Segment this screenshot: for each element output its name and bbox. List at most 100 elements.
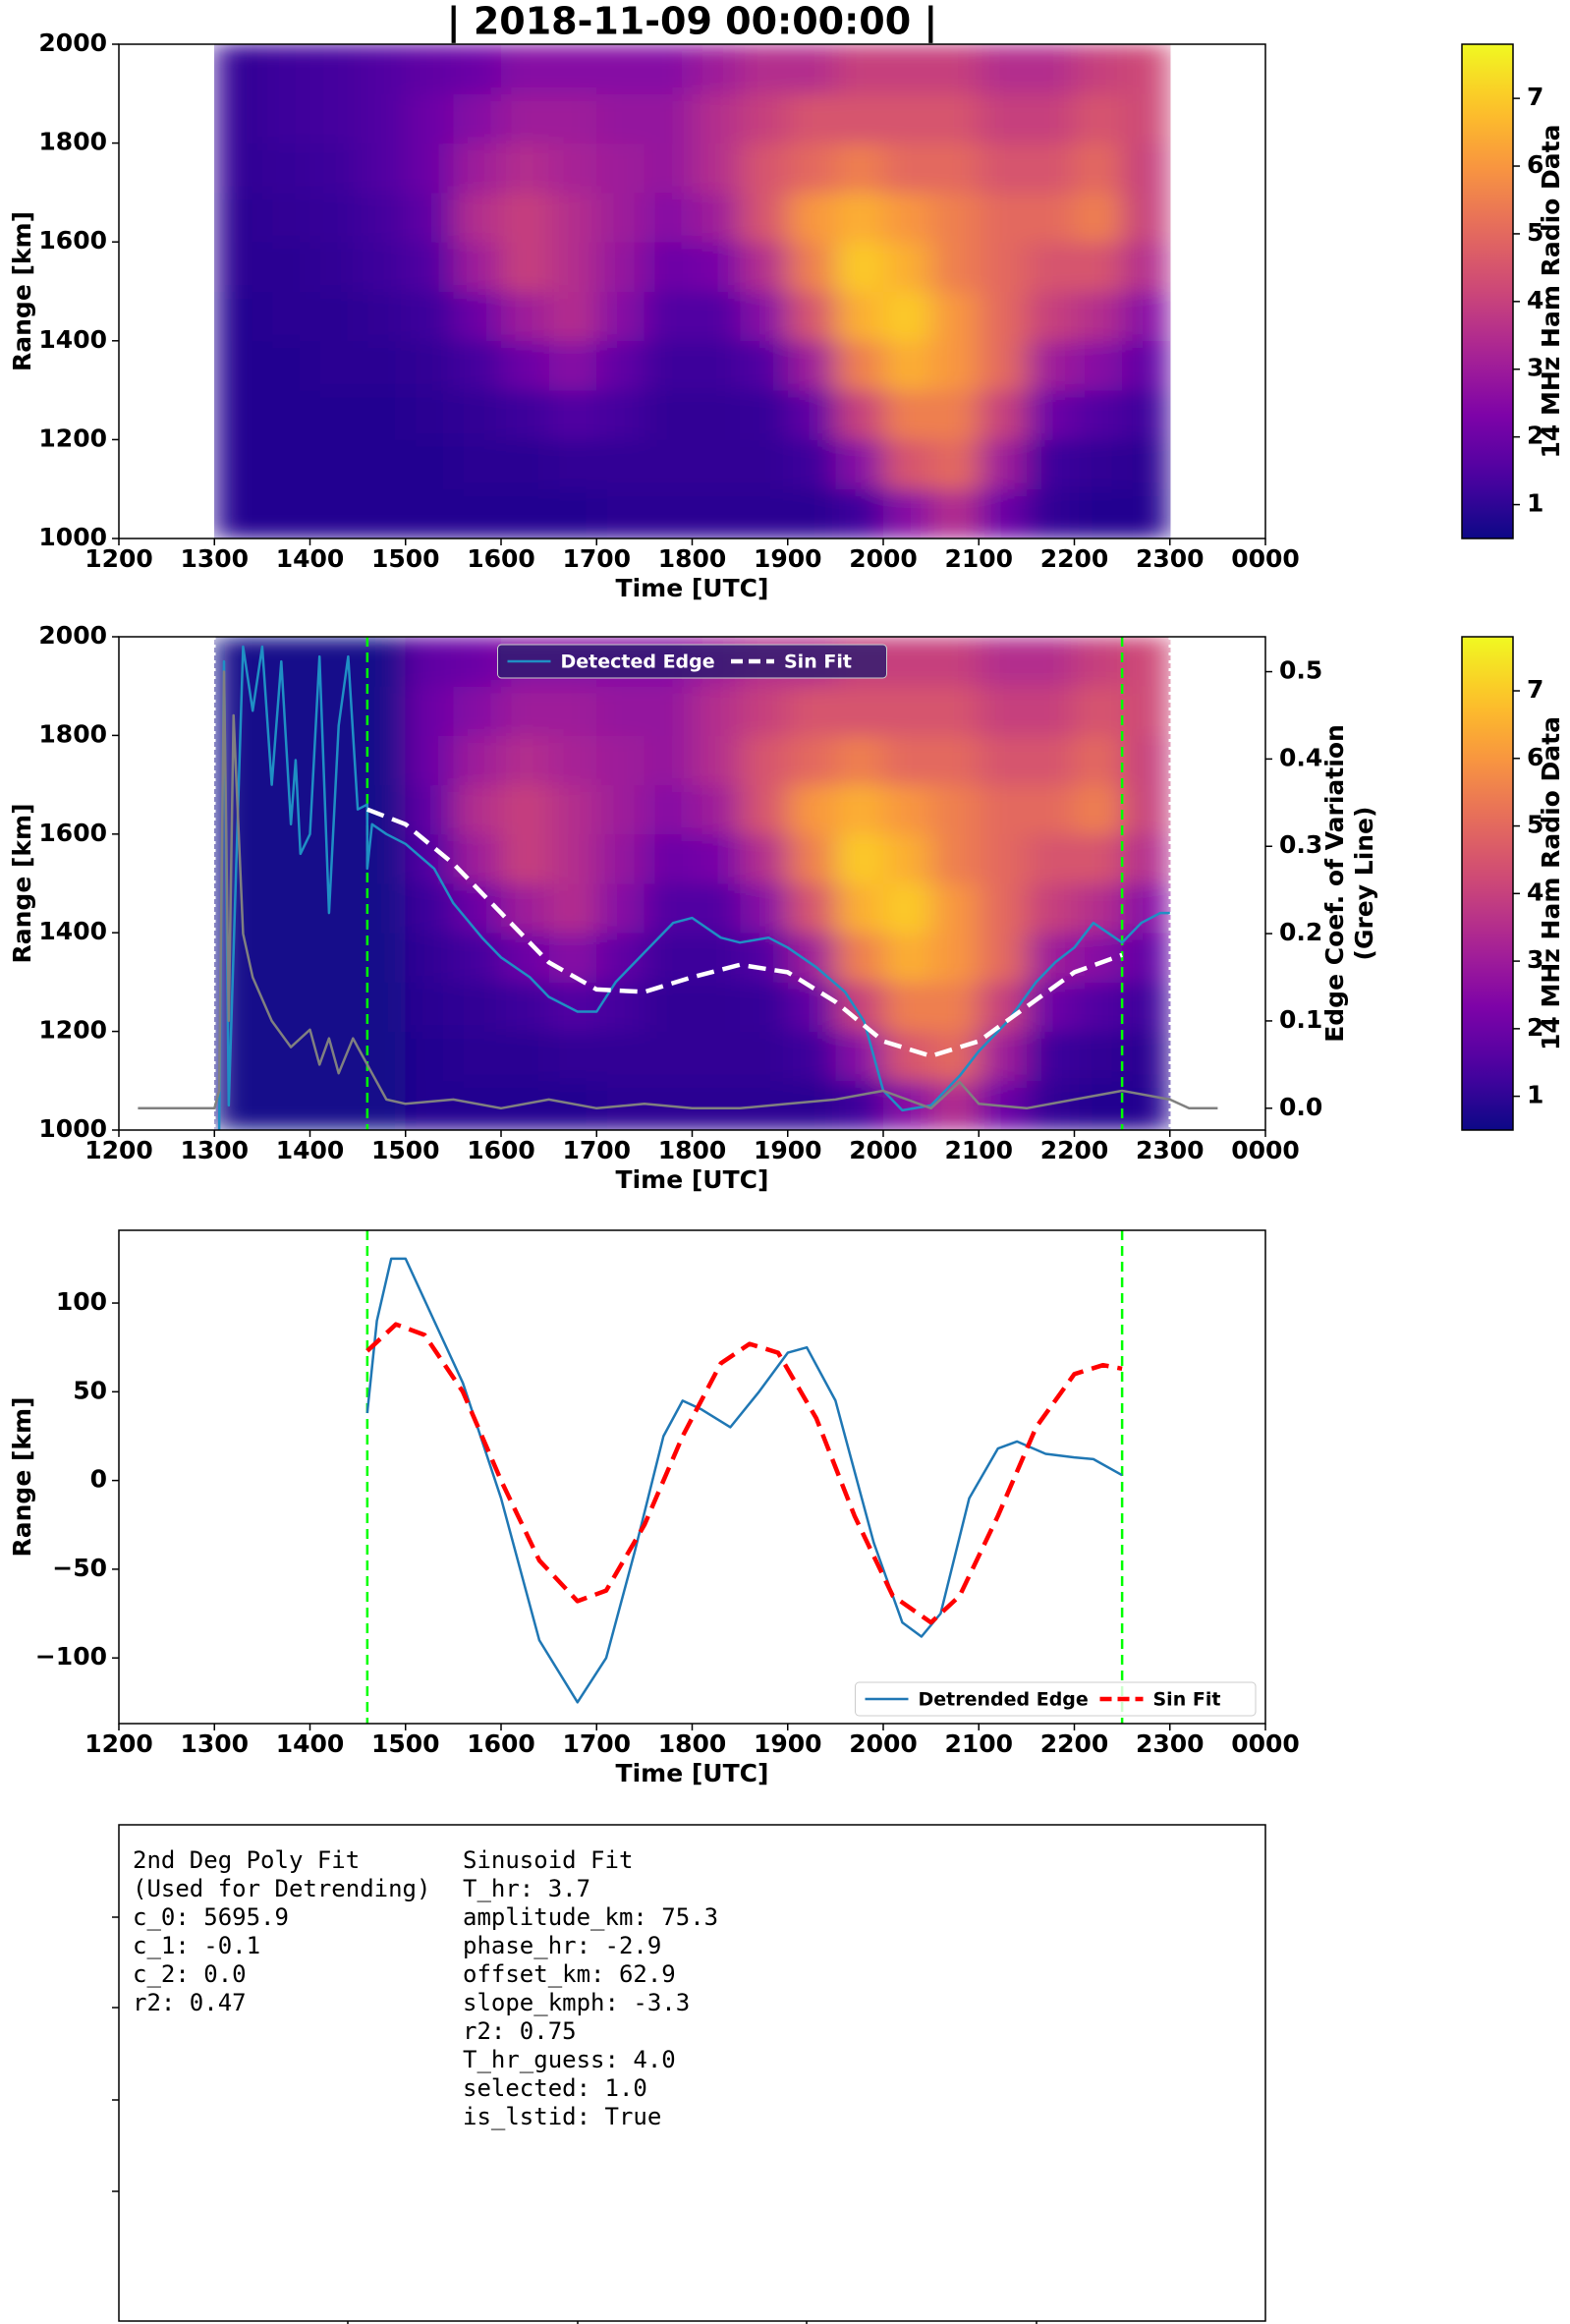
- heatmap-cell: [358, 192, 407, 243]
- heatmap-cell: [453, 784, 502, 835]
- heatmap-cell: [930, 390, 980, 440]
- colorbar-tick-label: 4: [1527, 286, 1543, 314]
- heatmap-cell: [405, 390, 454, 440]
- y-tick-label: 100: [56, 1287, 107, 1316]
- heatmap-cell: [405, 1080, 454, 1130]
- heatmap-cell: [309, 735, 359, 786]
- heatmap-cell: [787, 933, 836, 983]
- heatmap-cell: [740, 192, 789, 243]
- heatmap: [214, 44, 1171, 538]
- heatmap-cell: [930, 883, 980, 934]
- heatmap-cell: [930, 982, 980, 1033]
- fit-summary-line: T_hr: 3.7: [463, 1875, 590, 1902]
- heatmap-cell: [1026, 488, 1075, 538]
- heatmap-cell: [501, 1080, 550, 1130]
- heatmap-cell: [548, 982, 597, 1033]
- y-tick-label: 1000: [38, 523, 107, 551]
- heatmap-cell: [405, 439, 454, 490]
- y2-tick-label: 0.2: [1279, 918, 1322, 946]
- legend-label: Detrended Edge: [919, 1689, 1089, 1711]
- heatmap-cell: [692, 833, 741, 884]
- heatmap-cell: [979, 784, 1028, 835]
- heatmap-cell: [1074, 833, 1123, 884]
- heatmap-cell: [358, 833, 407, 884]
- heatmap-cell: [405, 44, 454, 94]
- heatmap-cell: [692, 883, 741, 934]
- heatmap-cell: [405, 488, 454, 538]
- heatmap-cell: [930, 735, 980, 786]
- heatmap-cell: [740, 784, 789, 835]
- heatmap-cell: [1074, 93, 1123, 144]
- x-tick-label: 2300: [1136, 544, 1205, 573]
- heatmap-cell: [358, 142, 407, 194]
- heatmap-cell: [453, 933, 502, 983]
- heatmap-cell: [835, 390, 884, 440]
- heatmap-cell: [358, 883, 407, 934]
- x-tick-label: 0000: [1231, 1729, 1300, 1758]
- colorbar: [1461, 636, 1514, 1131]
- heatmap-cell: [501, 488, 550, 538]
- y-tick-label: 1200: [38, 1016, 107, 1045]
- x-tick-label: 0000: [1231, 544, 1300, 573]
- heatmap-cell: [548, 735, 597, 786]
- colorbar-tick-label: 6: [1527, 743, 1543, 771]
- heatmap-cell: [979, 833, 1028, 884]
- x-tick-label: 2100: [944, 544, 1013, 573]
- heatmap-cell: [1026, 784, 1075, 835]
- heatmap-cell: [358, 982, 407, 1033]
- heatmap-cell: [214, 242, 263, 292]
- colorbar-tick-label: 2: [1527, 1013, 1543, 1042]
- heatmap-cell: [309, 142, 359, 194]
- heatmap-cell: [501, 192, 550, 243]
- heatmap-cell: [405, 93, 454, 144]
- heatmap-cell: [596, 93, 645, 144]
- heatmap-cell: [358, 439, 407, 490]
- heatmap-cell: [1122, 439, 1171, 490]
- fit-summary-line: phase_hr: -2.9: [463, 1932, 661, 1959]
- heatmap-cell: [501, 883, 550, 934]
- heatmap-cell: [692, 291, 741, 342]
- heatmap-cell: [979, 390, 1028, 440]
- heatmap-cell: [309, 1080, 359, 1130]
- heatmap-cell: [835, 439, 884, 490]
- series-line: [138, 670, 1218, 1110]
- heatmap-cell: [548, 1031, 597, 1082]
- heatmap-cell: [930, 439, 980, 490]
- heatmap-cell: [740, 242, 789, 292]
- heatmap-cell: [214, 44, 263, 94]
- heatmap-cell: [1122, 637, 1171, 687]
- heatmap-cell: [979, 192, 1028, 243]
- heatmap-cell: [596, 291, 645, 342]
- heatmap-cell: [501, 242, 550, 292]
- x-tick-label: 2100: [944, 1136, 1013, 1164]
- heatmap-cell: [787, 192, 836, 243]
- heatmap-cell: [740, 982, 789, 1033]
- heatmap-cell: [1122, 340, 1171, 391]
- y2-tick-label: 0.4: [1279, 743, 1322, 771]
- heatmap-cell: [548, 686, 597, 736]
- y-tick-label: −50: [52, 1554, 107, 1582]
- heatmap-cell: [740, 488, 789, 538]
- legend-label: Sin Fit: [784, 652, 852, 673]
- x-tick-label: 1400: [276, 1136, 345, 1164]
- heatmap-cell: [501, 390, 550, 440]
- x-tick-label: 1900: [754, 1136, 822, 1164]
- x-tick-label: 2300: [1136, 1729, 1205, 1758]
- y2-tick-label: 0.5: [1279, 656, 1322, 685]
- heatmap-cell: [740, 1031, 789, 1082]
- heatmap-cell: [930, 340, 980, 391]
- heatmap-cell: [740, 735, 789, 786]
- heatmap-cell: [835, 488, 884, 538]
- heatmap-cell: [1026, 390, 1075, 440]
- heatmap-cell: [453, 390, 502, 440]
- heatmap-cell: [548, 192, 597, 243]
- heatmap-cell: [692, 142, 741, 194]
- heatmap-cell: [596, 883, 645, 934]
- heatmap-cell: [644, 933, 693, 983]
- heatmap-cell: [1026, 1080, 1075, 1130]
- heatmap-cell: [692, 93, 741, 144]
- heatmap-cell: [835, 44, 884, 94]
- heatmap-cell: [644, 390, 693, 440]
- x-tick-label: 1400: [276, 544, 345, 573]
- heatmap-cell: [979, 291, 1028, 342]
